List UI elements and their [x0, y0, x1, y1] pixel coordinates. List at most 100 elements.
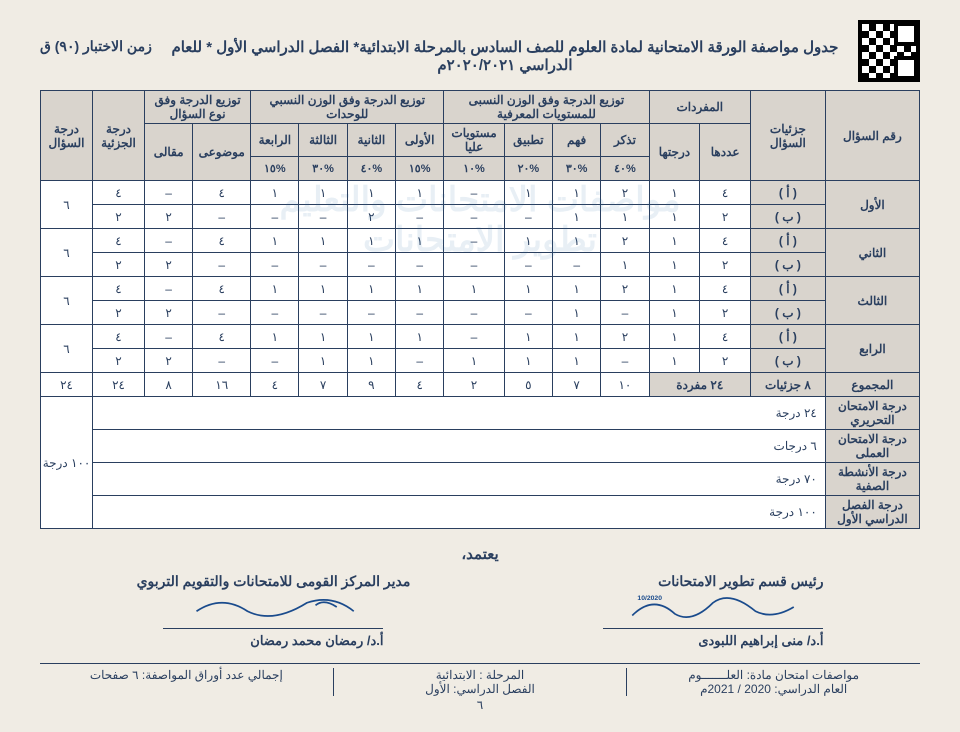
a: ١ — [504, 349, 552, 373]
count: ٤ — [700, 277, 751, 301]
obj: ٤ — [193, 229, 251, 253]
q-name: الرابع — [825, 325, 919, 373]
pct-understand: %٣٠ — [553, 157, 601, 181]
totals-r: ١٠ — [601, 373, 649, 397]
col-u1: الأولى — [396, 124, 444, 157]
score: ١ — [649, 229, 700, 253]
q-name: الثالث — [825, 277, 919, 325]
summary-value: ١٠٠ درجة — [93, 496, 826, 529]
u1: ١ — [396, 325, 444, 349]
a: ١ — [504, 325, 552, 349]
table-row: الرابع( أ )٤١٢١١–١١١١٤–٤٦ — [41, 325, 920, 349]
u: ١ — [553, 349, 601, 373]
u4: ١ — [251, 181, 299, 205]
ess: – — [144, 277, 192, 301]
part: ( ب ) — [750, 349, 825, 373]
obj: ٤ — [193, 181, 251, 205]
h: – — [444, 181, 504, 205]
u: ١ — [553, 205, 601, 229]
score: ١ — [649, 277, 700, 301]
part: ( ب ) — [750, 301, 825, 325]
pct-higher: %١٠ — [444, 157, 504, 181]
approve-text: يعتمد، — [40, 545, 920, 563]
r: ١ — [601, 253, 649, 277]
u3: ١ — [299, 277, 347, 301]
a: – — [504, 253, 552, 277]
u2: ١ — [347, 277, 395, 301]
q-name: الثاني — [825, 229, 919, 277]
col-part-score: درجة الجزئية — [93, 91, 145, 181]
ps: ٢ — [93, 253, 145, 277]
col-unit: توزيع الدرجة وفق الوزن النسبي للوحدات — [251, 91, 444, 124]
summary-total: ١٠٠ درجة — [41, 397, 93, 529]
u: ١ — [553, 277, 601, 301]
ps: ٢ — [93, 349, 145, 373]
u2: ١ — [347, 325, 395, 349]
u: ١ — [553, 229, 601, 253]
svg-text:10/2020: 10/2020 — [638, 595, 663, 602]
pct-remember: %٤٠ — [601, 157, 649, 181]
totals-u2: ٩ — [347, 373, 395, 397]
col-type: توزيع الدرجة وفق نوع السؤال — [144, 91, 250, 124]
col-score: درجتها — [649, 124, 700, 181]
u: ١ — [553, 181, 601, 205]
score: ١ — [649, 205, 700, 229]
summary-row: درجة الفصل الدراسي الأول١٠٠ درجة — [41, 496, 920, 529]
totals-label: المجموع — [825, 373, 919, 397]
score: ١ — [649, 349, 700, 373]
pct-u2: %٤٠ — [347, 157, 395, 181]
u1: – — [396, 205, 444, 229]
u3: ١ — [299, 325, 347, 349]
count: ٢ — [700, 253, 751, 277]
signature-2 — [137, 590, 411, 624]
u1: ١ — [396, 277, 444, 301]
col-understand: فهم — [553, 124, 601, 157]
qs: ٦ — [41, 181, 93, 229]
footer-c2a: المرحلة : الابتدائية — [334, 668, 627, 682]
count: ٤ — [700, 229, 751, 253]
table-row: ( ب )٢١١––––––––٢٢ — [41, 253, 920, 277]
sig-name-2: أ.د/ رمضان محمد رمضان — [163, 628, 383, 649]
col-parts: جزئيات السؤال — [750, 91, 825, 181]
pct-u4: %١٥ — [251, 157, 299, 181]
h: ١ — [444, 277, 504, 301]
u1: ١ — [396, 181, 444, 205]
sig-title-1: رئيس قسم تطوير الامتحانات — [603, 573, 823, 590]
obj: ٤ — [193, 277, 251, 301]
totals-count: ٢٤ مفردة — [649, 373, 750, 397]
count: ٢ — [700, 205, 751, 229]
h: – — [444, 205, 504, 229]
col-higher: مستويات عليا — [444, 124, 504, 157]
obj: – — [193, 349, 251, 373]
u4: – — [251, 301, 299, 325]
ess: ٢ — [144, 349, 192, 373]
u4: ١ — [251, 229, 299, 253]
u4: – — [251, 349, 299, 373]
totals-u3: ٧ — [299, 373, 347, 397]
r: ٢ — [601, 325, 649, 349]
totals-ess: ٨ — [144, 373, 192, 397]
u2: ١ — [347, 181, 395, 205]
col-vocab: المفردات — [649, 91, 750, 124]
part: ( ب ) — [750, 205, 825, 229]
part: ( أ ) — [750, 277, 825, 301]
footer-c3: إجمالي عدد أوراق المواصفة: ٦ صفحات — [40, 668, 333, 682]
footer-c1a: مواصفات امتحان مادة: العلـــــــوم — [627, 668, 920, 682]
u2: – — [347, 301, 395, 325]
col-obj: موضوعى — [193, 124, 251, 181]
pct-apply: %٢٠ — [504, 157, 552, 181]
ess: – — [144, 229, 192, 253]
footer-c1b: العام الدراسي: 2020 / 2021م — [627, 682, 920, 696]
totals-obj: ١٦ — [193, 373, 251, 397]
totals-row: المجموع ٨ جزئيات ٢٤ مفردة ١٠ ٧ ٥ ٢ ٤ ٩ ٧… — [41, 373, 920, 397]
totals-qs: ٢٤ — [41, 373, 93, 397]
u4: – — [251, 253, 299, 277]
table-row: الثاني( أ )٤١٢١١–١١١١٤–٤٦ — [41, 229, 920, 253]
score: ١ — [649, 325, 700, 349]
totals-u4: ٤ — [251, 373, 299, 397]
u1: – — [396, 301, 444, 325]
qs: ٦ — [41, 229, 93, 277]
a: ١ — [504, 277, 552, 301]
u3: – — [299, 205, 347, 229]
u: ١ — [553, 301, 601, 325]
